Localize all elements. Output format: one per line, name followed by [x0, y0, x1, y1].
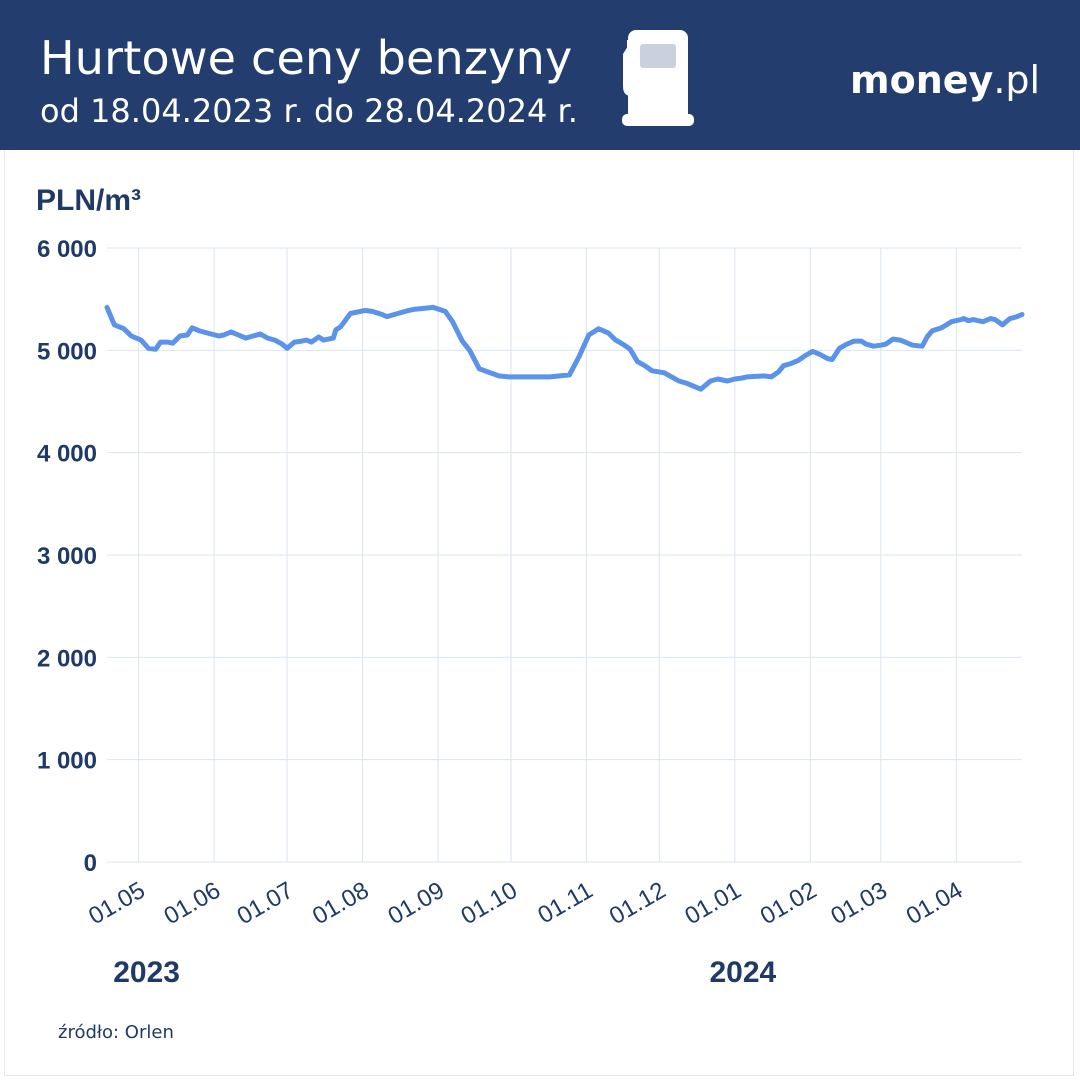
logo-tld-text: .pl: [993, 58, 1041, 102]
y-tick-label: 2 000: [37, 645, 97, 672]
x-tick-label: 01.02: [756, 877, 822, 930]
x-tick-label: 01.10: [456, 877, 522, 930]
x-tick-label: 01.11: [533, 877, 597, 930]
x-tick-label: 01.03: [826, 877, 892, 930]
y-axis-unit-label: PLN/m³: [36, 184, 141, 217]
price-series-line: [104, 304, 1025, 392]
logo-main-text: money: [850, 58, 994, 102]
page-title: Hurtowe ceny benzyny: [40, 31, 573, 85]
y-tick-label: 6 000: [37, 236, 97, 263]
x-tick-label: 01.09: [383, 877, 449, 930]
source-note: źródło: Orlen: [58, 1022, 174, 1043]
x-tick-label: 01.05: [84, 877, 150, 930]
y-tick-label: 0: [84, 850, 97, 877]
money-pl-logo: money.pl: [850, 56, 1040, 104]
year-label: 2024: [709, 956, 777, 989]
year-label: 2023: [113, 956, 180, 989]
y-tick-label: 5 000: [37, 338, 97, 365]
header-banner: Hurtowe ceny benzyny od 18.04.2023 r. do…: [0, 0, 1080, 150]
x-tick-label: 01.06: [160, 877, 226, 930]
x-tick-label: 01.07: [233, 877, 299, 930]
y-tick-label: 1 000: [37, 748, 97, 775]
x-tick-label: 01.01: [680, 877, 746, 930]
x-tick-label: 01.04: [902, 877, 968, 930]
x-tick-label: 01.12: [605, 877, 671, 930]
fuel-pump-icon: [622, 30, 694, 126]
y-tick-label: 3 000: [37, 543, 97, 570]
page-subtitle: od 18.04.2023 r. do 28.04.2024 r.: [40, 92, 578, 130]
y-tick-label: 4 000: [37, 441, 97, 468]
x-tick-label: 01.08: [308, 877, 374, 930]
